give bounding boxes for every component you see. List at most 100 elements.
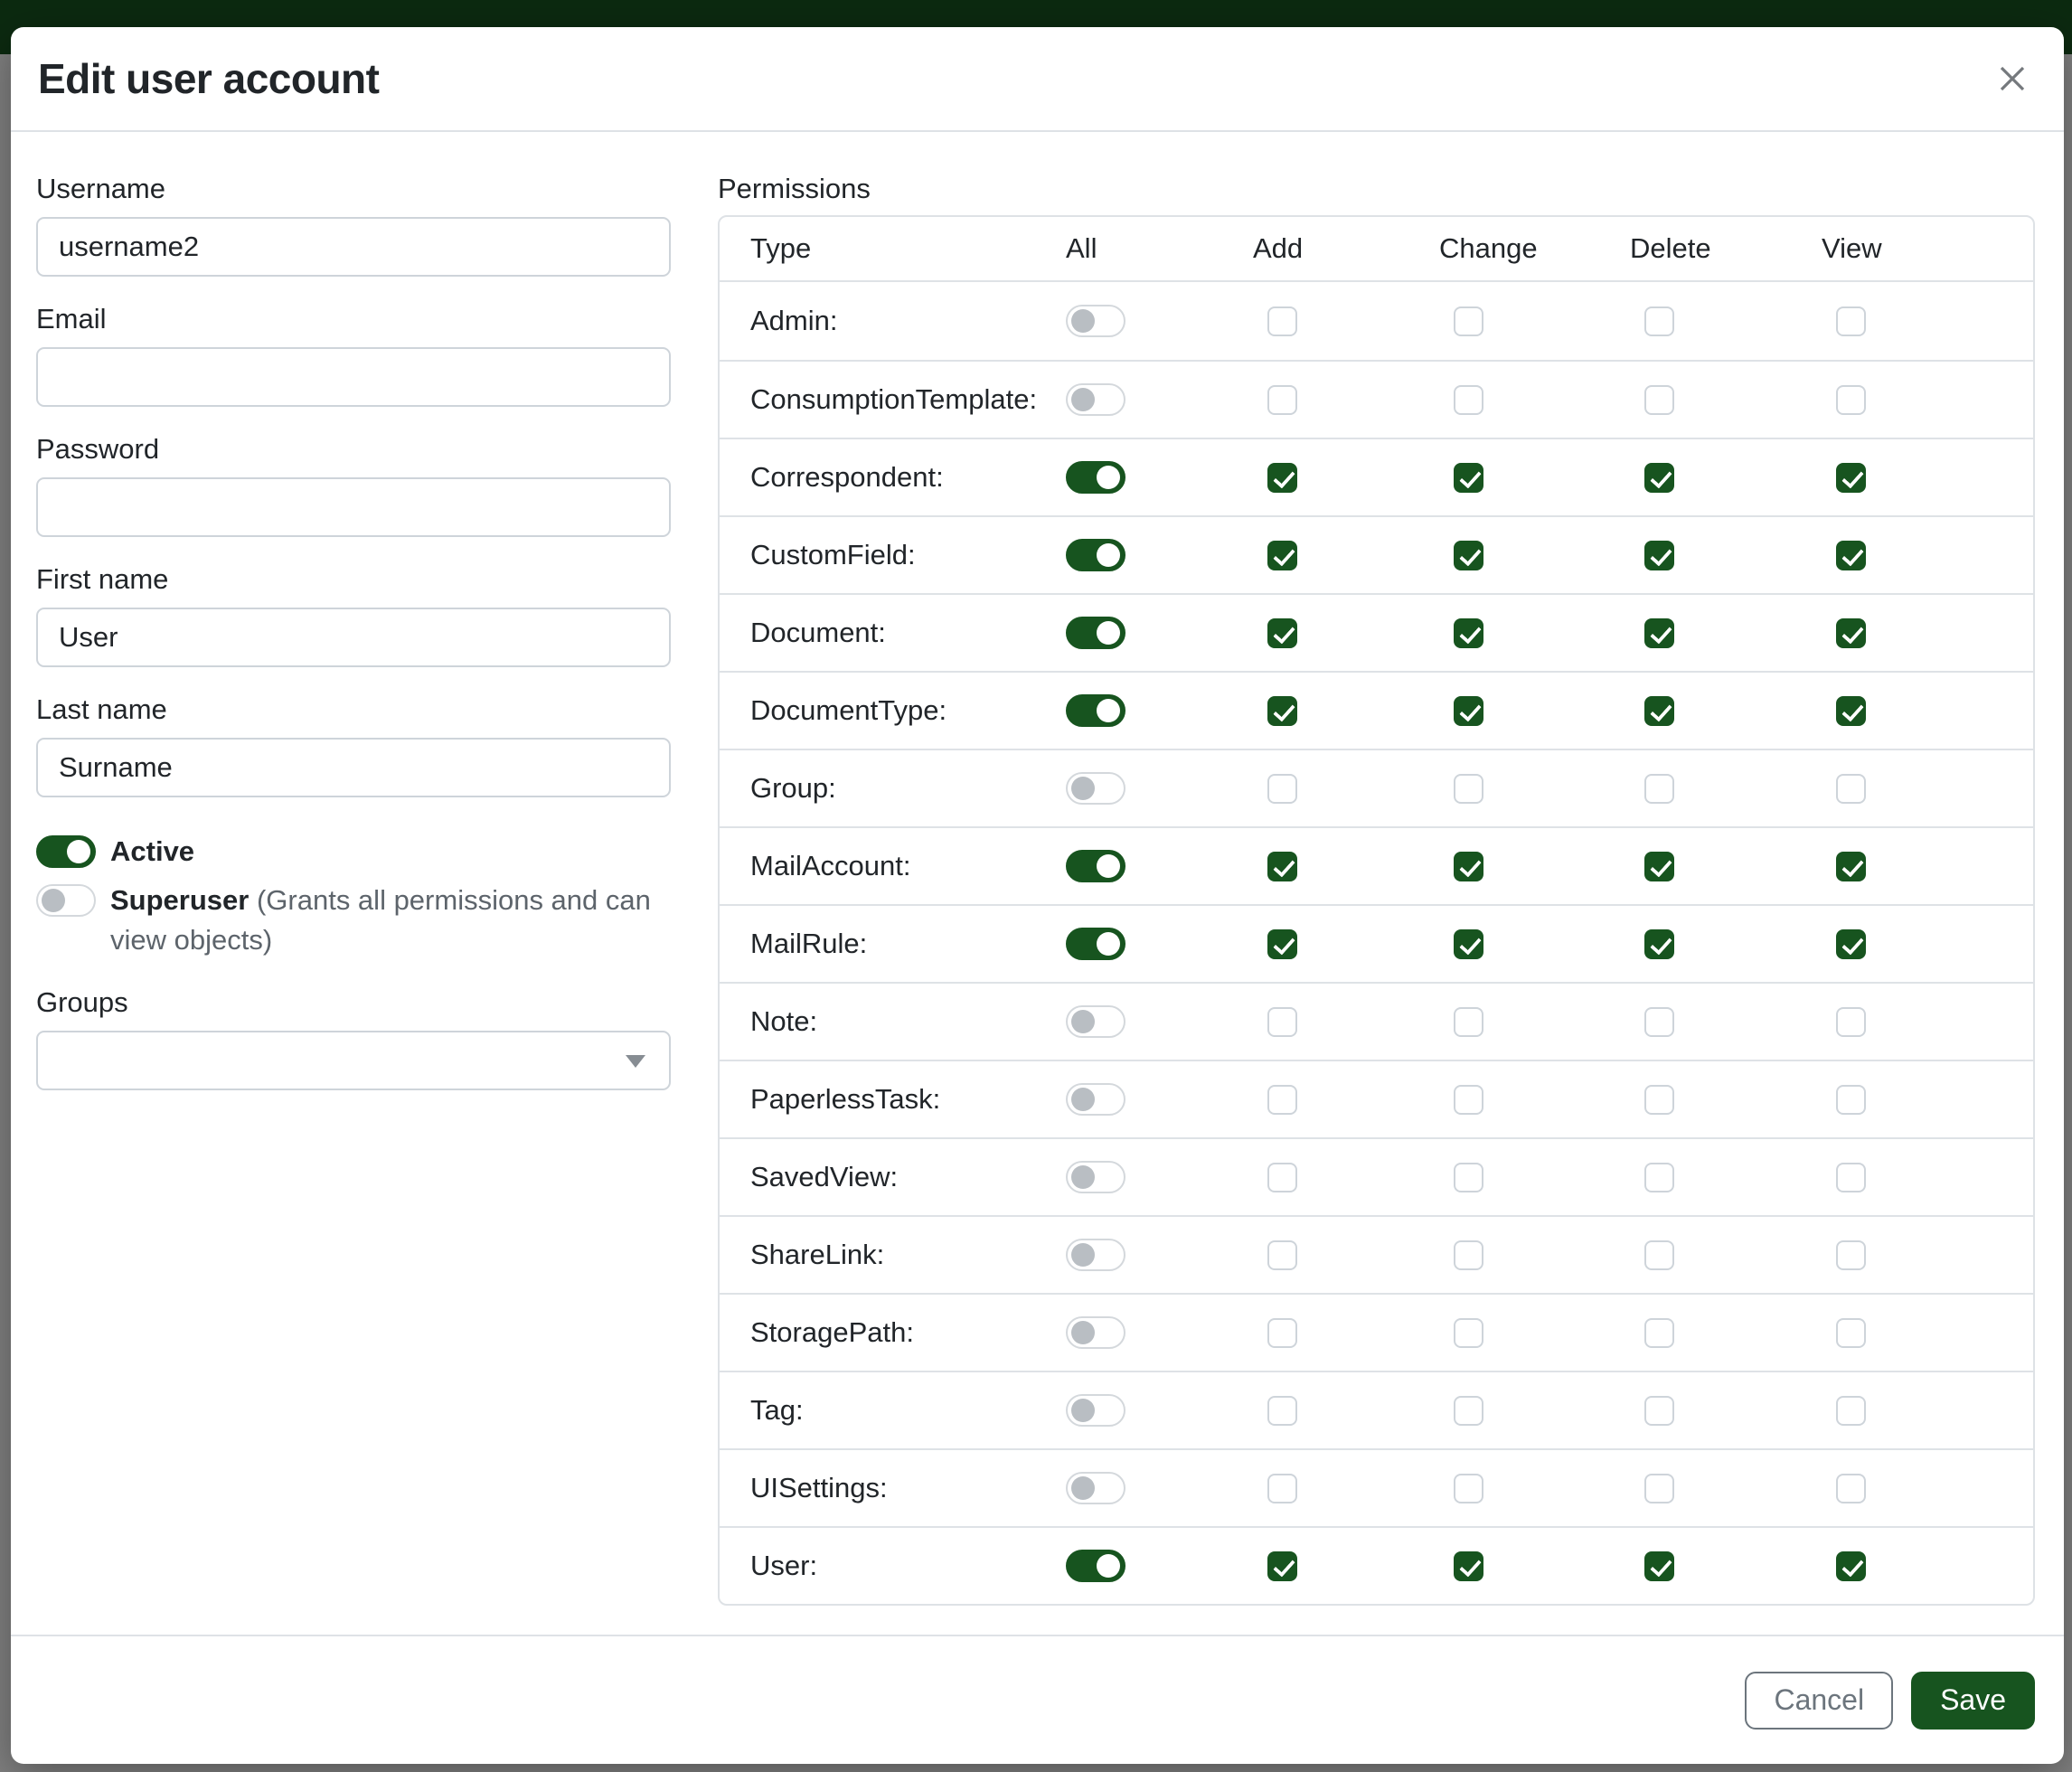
permission-add-checkbox[interactable] <box>1267 1006 1297 1037</box>
permission-all-toggle[interactable] <box>1066 1316 1125 1349</box>
permission-view-checkbox[interactable] <box>1836 1006 1866 1037</box>
permission-view-checkbox[interactable] <box>1836 851 1866 881</box>
active-toggle[interactable] <box>36 835 96 868</box>
permission-view-checkbox[interactable] <box>1836 306 1866 336</box>
superuser-toggle[interactable] <box>36 884 96 917</box>
permission-add-checkbox[interactable] <box>1267 773 1297 804</box>
groups-select[interactable] <box>36 1031 671 1090</box>
permission-view-checkbox[interactable] <box>1836 1473 1866 1503</box>
permission-view-checkbox[interactable] <box>1836 384 1866 415</box>
permission-add-checkbox[interactable] <box>1267 1162 1297 1192</box>
username-input[interactable] <box>36 217 671 277</box>
first-name-input[interactable] <box>36 608 671 667</box>
permission-all-toggle[interactable] <box>1066 694 1125 727</box>
cancel-button[interactable]: Cancel <box>1745 1671 1894 1730</box>
permission-change-checkbox[interactable] <box>1454 306 1483 336</box>
permission-delete-checkbox[interactable] <box>1644 1473 1674 1503</box>
permission-delete-checkbox[interactable] <box>1644 773 1674 804</box>
permission-add-checkbox[interactable] <box>1267 1084 1297 1115</box>
permission-delete-checkbox[interactable] <box>1644 928 1674 959</box>
permission-delete-checkbox[interactable] <box>1644 384 1674 415</box>
permission-all-toggle[interactable] <box>1066 539 1125 571</box>
permission-add-checkbox[interactable] <box>1267 306 1297 336</box>
permission-row: MailAccount: <box>720 826 2033 904</box>
permission-view-checkbox[interactable] <box>1836 617 1866 648</box>
permission-all-toggle[interactable] <box>1066 305 1125 337</box>
permission-all-toggle[interactable] <box>1066 1472 1125 1504</box>
permission-change-checkbox[interactable] <box>1454 1550 1483 1581</box>
permission-delete-checkbox[interactable] <box>1644 1006 1674 1037</box>
permission-add-checkbox[interactable] <box>1267 1239 1297 1270</box>
permission-all-toggle[interactable] <box>1066 617 1125 649</box>
modal-title: Edit user account <box>38 55 380 102</box>
permission-change-checkbox[interactable] <box>1454 851 1483 881</box>
permission-change-checkbox[interactable] <box>1454 384 1483 415</box>
permission-all-toggle[interactable] <box>1066 461 1125 494</box>
permission-add-checkbox[interactable] <box>1267 928 1297 959</box>
permission-change-checkbox[interactable] <box>1454 773 1483 804</box>
permission-add-checkbox[interactable] <box>1267 1395 1297 1426</box>
permission-all-toggle[interactable] <box>1066 383 1125 416</box>
permission-view-checkbox[interactable] <box>1836 695 1866 726</box>
permission-view-checkbox[interactable] <box>1836 462 1866 493</box>
permission-all-toggle[interactable] <box>1066 1005 1125 1038</box>
permission-change-checkbox[interactable] <box>1454 1473 1483 1503</box>
permission-view-checkbox[interactable] <box>1836 1317 1866 1348</box>
permission-view-checkbox[interactable] <box>1836 1395 1866 1426</box>
permission-add-checkbox[interactable] <box>1267 384 1297 415</box>
permission-change-checkbox[interactable] <box>1454 695 1483 726</box>
permission-all-toggle[interactable] <box>1066 772 1125 805</box>
permission-add-checkbox[interactable] <box>1267 540 1297 570</box>
permission-delete-checkbox[interactable] <box>1644 851 1674 881</box>
permission-change-checkbox[interactable] <box>1454 928 1483 959</box>
permission-add-checkbox[interactable] <box>1267 617 1297 648</box>
permission-view-checkbox[interactable] <box>1836 773 1866 804</box>
permission-delete-checkbox[interactable] <box>1644 1239 1674 1270</box>
permission-delete-checkbox[interactable] <box>1644 306 1674 336</box>
last-name-label: Last name <box>36 693 167 725</box>
permission-view-checkbox[interactable] <box>1836 1162 1866 1192</box>
permission-add-checkbox[interactable] <box>1267 1550 1297 1581</box>
permission-add-checkbox[interactable] <box>1267 1473 1297 1503</box>
permission-change-checkbox[interactable] <box>1454 462 1483 493</box>
permission-view-checkbox[interactable] <box>1836 1550 1866 1581</box>
permission-delete-checkbox[interactable] <box>1644 462 1674 493</box>
permission-all-toggle[interactable] <box>1066 1550 1125 1582</box>
permission-change-checkbox[interactable] <box>1454 1006 1483 1037</box>
permission-change-checkbox[interactable] <box>1454 540 1483 570</box>
permission-change-checkbox[interactable] <box>1454 1239 1483 1270</box>
permission-delete-checkbox[interactable] <box>1644 540 1674 570</box>
permission-change-checkbox[interactable] <box>1454 617 1483 648</box>
permission-change-checkbox[interactable] <box>1454 1084 1483 1115</box>
permission-change-checkbox[interactable] <box>1454 1317 1483 1348</box>
permission-all-toggle[interactable] <box>1066 1083 1125 1116</box>
permission-change-checkbox[interactable] <box>1454 1162 1483 1192</box>
permission-all-toggle[interactable] <box>1066 1161 1125 1193</box>
permission-delete-checkbox[interactable] <box>1644 1395 1674 1426</box>
password-input[interactable] <box>36 477 671 537</box>
toggle-knob <box>1071 1165 1095 1189</box>
permission-view-checkbox[interactable] <box>1836 540 1866 570</box>
permission-delete-checkbox[interactable] <box>1644 617 1674 648</box>
permission-add-checkbox[interactable] <box>1267 695 1297 726</box>
email-input[interactable] <box>36 347 671 407</box>
permission-delete-checkbox[interactable] <box>1644 1550 1674 1581</box>
permission-add-checkbox[interactable] <box>1267 1317 1297 1348</box>
permission-view-checkbox[interactable] <box>1836 1239 1866 1270</box>
permission-delete-checkbox[interactable] <box>1644 1084 1674 1115</box>
permission-view-checkbox[interactable] <box>1836 928 1866 959</box>
permission-add-checkbox[interactable] <box>1267 851 1297 881</box>
permission-all-toggle[interactable] <box>1066 1394 1125 1427</box>
permission-delete-checkbox[interactable] <box>1644 695 1674 726</box>
save-button[interactable]: Save <box>1911 1671 2035 1730</box>
permission-all-toggle[interactable] <box>1066 928 1125 960</box>
permission-all-toggle[interactable] <box>1066 1239 1125 1271</box>
permission-delete-checkbox[interactable] <box>1644 1317 1674 1348</box>
permission-change-checkbox[interactable] <box>1454 1395 1483 1426</box>
last-name-input[interactable] <box>36 738 671 797</box>
permission-all-toggle[interactable] <box>1066 850 1125 882</box>
permission-delete-checkbox[interactable] <box>1644 1162 1674 1192</box>
close-button[interactable] <box>1990 56 2035 101</box>
permission-view-checkbox[interactable] <box>1836 1084 1866 1115</box>
permission-add-checkbox[interactable] <box>1267 462 1297 493</box>
